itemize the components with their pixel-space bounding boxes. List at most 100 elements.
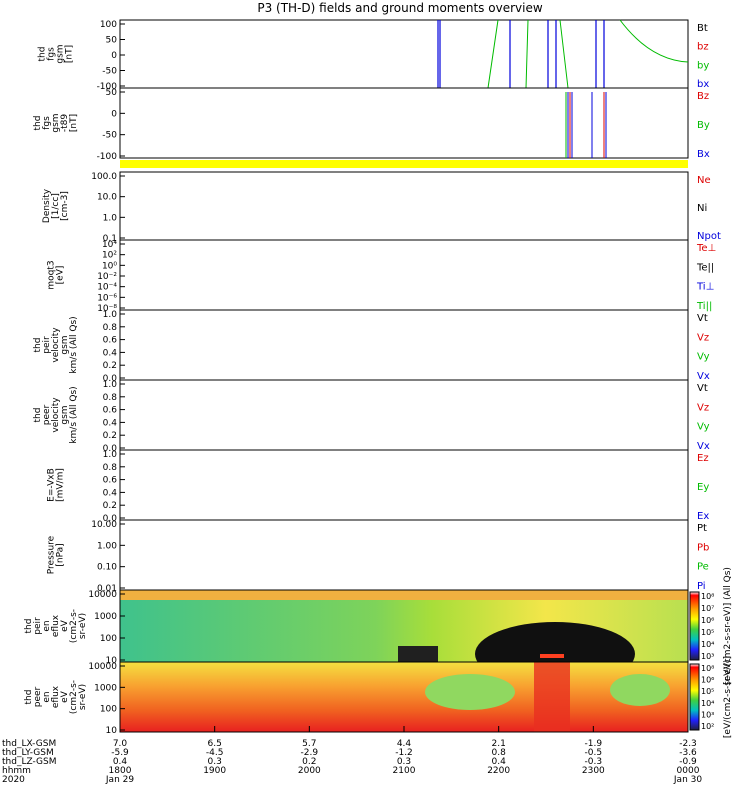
ephemeris-value: 4.4	[397, 739, 412, 749]
ytick-label: 10	[106, 656, 118, 666]
ytick-labels-ion-spectrogram: 10000 1000 100 10	[88, 590, 125, 666]
legend-entry: Pe	[697, 562, 709, 573]
ytick-label: -100	[97, 82, 118, 92]
colorbar-tick-label: 10⁸	[701, 664, 714, 673]
panel-efield: E=-VxB [mV/m] 1.0 0.8 0.6 0.4 0.2 0.0 Ez Ey Ex	[47, 449, 709, 524]
legend-entry: Bz	[697, 91, 709, 102]
ylabel-efield: E=-VxB [mV/m]	[47, 468, 66, 502]
ephemeris-value: -0.9	[679, 757, 697, 767]
ytick-label: 0.8	[103, 323, 118, 333]
ephemeris-value: 1900	[203, 766, 226, 776]
colorbar-tick-label: 10⁴	[701, 640, 714, 649]
legend-entry: Vx	[697, 441, 710, 452]
panel-fgs: thd fgs gsm [nT] 100 50 0 -50 -100 Bt bz by bx	[38, 19, 709, 92]
colorbar-label: [eV/(cm2-s-sr-eV)]	[723, 656, 733, 738]
ylabel-line: eV	[60, 690, 70, 703]
ytick-label: -100	[97, 152, 118, 162]
legend-entry: Vy	[697, 422, 710, 433]
ylabel-line: velocity	[51, 397, 61, 433]
legend-entry: Pt	[697, 523, 707, 534]
legend-fgs-dsl: Bz By Bx	[697, 91, 710, 160]
ylabel-line: eV	[60, 619, 70, 632]
ylabel-line: peir	[33, 617, 43, 635]
ylabel-line: Pressure	[47, 535, 57, 574]
ylabel-line: [1/cc]	[51, 193, 61, 219]
ytick-label: 10.00	[91, 520, 117, 530]
ytick-label: 1.0	[103, 450, 118, 460]
ytick-label: 0.2	[103, 431, 117, 441]
ytick-label: 0.6	[103, 406, 118, 416]
ylabel-line: gsm	[60, 335, 70, 354]
ylabel-ion-velocity: thd peir velocity gsm km/s (All Qs)	[33, 316, 79, 373]
ephemeris-value: 0.2	[302, 757, 316, 767]
ephemeris-row-label: thd_LX-GSM	[2, 739, 56, 749]
legend-efield: Ez Ey Ex	[697, 453, 709, 522]
ytick-label: 1.0	[103, 380, 118, 390]
legend-entry: bz	[697, 42, 709, 53]
ytick-label: 50	[106, 88, 118, 98]
legend-entry: Ni	[697, 203, 707, 214]
series-line-Bz-spikes	[569, 92, 605, 158]
ylabel-line: [nT]	[65, 45, 75, 63]
panel-fgs-dsl: thd fgs gsm -t89 [nT] 50 0 -50 -100 Bz By Bx	[33, 87, 710, 162]
year-label: 2020	[2, 775, 25, 785]
ytick-label: -50	[102, 67, 117, 77]
chart-title: P3 (TH-D) fields and ground moments over…	[257, 1, 542, 15]
ylabel-line: fgs	[42, 116, 52, 130]
legend-pressure: Pt Pb Pe Pi	[697, 523, 709, 592]
ylabel-line: en	[42, 620, 52, 631]
ytick-label: 0.4	[103, 488, 118, 498]
ytick-labels-efield: 1.0 0.8 0.6 0.4 0.2 0.0	[103, 450, 125, 524]
ytick-label: 0.0	[103, 444, 118, 454]
ylabel-line: sr-eV)	[78, 684, 88, 710]
panel-pressure: Pressure [nPa] 10.00 1.00 0.10 0.01 Pt Pb Pe Pi	[47, 519, 709, 594]
ylabel-line: peer	[33, 686, 43, 707]
ephemeris-value: 7.0	[113, 739, 128, 749]
colorbar-tick-label: 10⁴	[701, 699, 714, 708]
legend-entry: By	[697, 120, 710, 131]
ylabel-line: Density	[42, 188, 52, 223]
ytick-label: 10000	[88, 662, 117, 672]
ylabel-line: [nT]	[69, 114, 79, 132]
date-label: Jan 29	[105, 775, 134, 785]
ytick-label: 1000	[94, 612, 117, 622]
colorbar-tick-label: 10³	[701, 652, 714, 661]
electron-spectrogram-background	[120, 662, 688, 732]
ephemeris-value: 2300	[582, 766, 605, 776]
ytick-labels-fgs: 100 50 0 -50 -100	[97, 20, 125, 92]
colorbar-tick-label: 10⁶	[701, 676, 714, 685]
ytick-label: 10⁻²	[97, 272, 117, 282]
panel-frame	[119, 449, 689, 521]
ephemeris-value: -1.9	[585, 739, 603, 749]
ytick-label: 0	[111, 51, 117, 61]
ytick-label: 0.0	[103, 374, 118, 384]
ephemeris-value: -0.3	[585, 757, 603, 767]
ylabel-line: eflux	[51, 614, 61, 637]
ephemeris-value: -4.5	[206, 748, 224, 758]
ylabel-ion-spectrogram: thd peir en eflux eV (cm2-s-sr-eV)	[24, 609, 88, 643]
ephemeris-value: 0.3	[208, 757, 222, 767]
ylabel-line: thd	[24, 690, 34, 705]
ytick-label: 0.2	[103, 361, 117, 371]
ytick-label: 100	[100, 705, 117, 715]
legend-entry: Pi	[697, 581, 706, 592]
legend-entry: Te⊥	[696, 243, 716, 254]
ytick-label: 10⁴	[102, 240, 117, 250]
colorbar-ion-spectrogram: 10⁸ 10⁷ 10⁶ 10⁵ 10⁴ 10³ [eV/(cm2-s-sr-eV)] (Al…	[689, 567, 733, 685]
legend-entry: Vz	[697, 332, 709, 343]
colorbar-tick-label: 10⁵	[701, 628, 714, 637]
ephemeris-value: 5.7	[302, 739, 316, 749]
ephemeris-value: 2200	[487, 766, 510, 776]
series-line-Bx-spikes	[567, 92, 607, 158]
legend-density: Ne Ni Npot	[697, 175, 721, 242]
ylabel-fgs: thd fgs gsm [nT]	[38, 44, 75, 63]
ephemeris-value: 1800	[109, 766, 132, 776]
ytick-label: 100.0	[91, 172, 117, 182]
ytick-label: 10²	[102, 251, 117, 261]
ylabel-electron-velocity: thd peer velocity gsm km/s (All Qs)	[33, 386, 79, 443]
ephemeris-value: -2.9	[301, 748, 319, 758]
ytick-label: 10000	[88, 590, 117, 600]
electron-green-region	[610, 674, 670, 706]
ylabel-line: [eV]	[56, 266, 66, 285]
colorbar-label: [eV/(cm2-s-sr-eV)] (All Qs)	[723, 567, 733, 685]
